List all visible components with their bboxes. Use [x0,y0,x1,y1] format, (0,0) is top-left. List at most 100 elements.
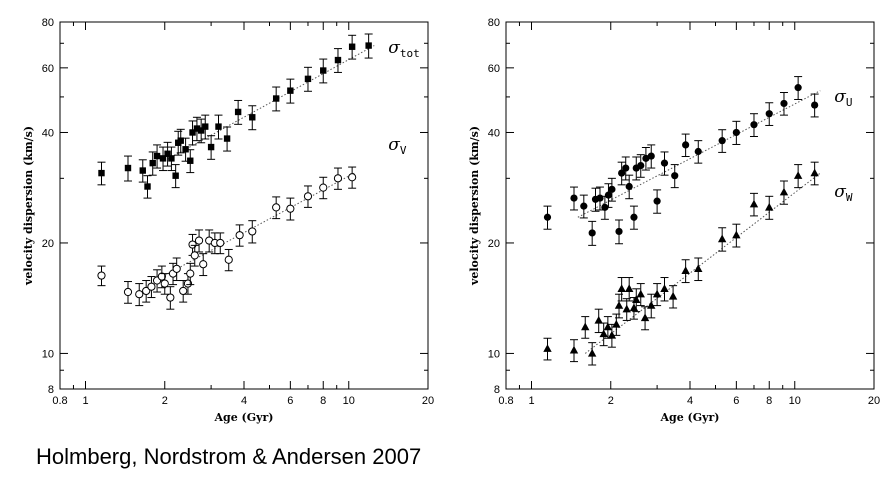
data-point [624,284,634,293]
data-point [647,301,656,309]
data-point [732,230,741,239]
data-point [607,330,617,339]
data-point [682,141,690,149]
x-tick-label: 20 [422,395,434,407]
data-point [333,174,343,183]
data-point [694,147,702,156]
x-tick-label: 8 [766,395,772,407]
y-tick-label: 10 [42,348,54,360]
data-point [348,43,356,50]
x-tick-label: 6 [733,395,739,407]
data-point [612,319,621,328]
x-tick-label: 10 [789,395,801,407]
data-point [172,172,179,179]
data-point [637,161,645,170]
x-tick-label: 8 [320,395,326,407]
data-point [194,236,204,245]
data-point [660,284,669,293]
y-tick-label: 8 [48,384,54,396]
data-point [187,157,194,164]
data-point [304,75,312,83]
data-point [207,143,215,151]
data-point [164,150,171,157]
data-point [625,182,633,191]
data-point [319,183,328,192]
data-point [223,135,231,142]
data-point [139,167,146,174]
data-point [287,87,294,94]
data-point [215,123,222,130]
data-point [779,187,789,196]
x-tick-label: 4 [241,395,247,407]
data-point [636,289,645,298]
data-point [660,159,669,167]
data-point [286,204,295,213]
data-point [810,168,819,177]
data-point [570,194,578,202]
data-point [189,129,196,136]
fit-line [164,45,375,162]
x-tick-label: 0.8 [498,395,513,407]
data-point [793,171,803,179]
y-tick-label: 20 [488,238,500,250]
data-point [640,313,650,322]
x-tick-label: 20 [868,395,880,407]
data-point [596,194,604,202]
data-point [647,152,655,160]
data-point [630,213,638,221]
series-label-subscript: W [846,191,853,204]
data-point [182,146,189,153]
data-point [615,227,623,236]
data-point [614,301,624,309]
data-point [303,192,313,201]
y-tick-label: 80 [488,17,500,29]
data-point [166,293,175,302]
fit-line [584,172,821,354]
data-point [248,227,257,236]
data-point [765,202,774,211]
x-tick-label: 2 [608,395,614,407]
data-point [97,271,106,280]
series-label-symbol: σ [834,87,846,107]
data-point [543,344,552,352]
data-point [608,185,616,193]
plot-frame [59,21,429,390]
data-point [168,155,175,162]
data-point [681,266,690,274]
data-point [216,238,225,248]
data-point [794,84,802,92]
data-point [348,173,357,182]
data-point [172,264,181,273]
data-point [334,56,342,64]
data-point [569,345,579,354]
data-point [629,303,639,312]
data-point [190,251,199,260]
series-label: σW [834,182,853,204]
data-point [765,110,773,118]
x-tick-label: 1 [528,395,534,407]
data-point [599,329,608,338]
data-point [580,202,588,210]
data-point [652,289,662,298]
y-axis-label: velocity dispersion (km/s) [468,126,481,286]
data-point [694,264,703,273]
data-point [272,203,281,212]
series-label-symbol: σ [388,135,400,155]
y-tick-label: 60 [488,63,500,75]
data-point [153,152,161,160]
data-point [622,304,631,313]
data-point [603,322,613,331]
data-point [123,287,133,297]
data-point [179,286,188,296]
data-point [671,172,679,180]
y-tick-label: 40 [488,127,500,139]
series-label-subscript: V [400,144,407,157]
data-point [732,128,740,137]
data-point [320,67,327,74]
data-point [157,272,166,281]
data-point [197,127,205,134]
data-point [617,284,626,293]
data-point [183,279,193,288]
data-point [668,291,678,300]
series-u: σU [543,76,853,246]
